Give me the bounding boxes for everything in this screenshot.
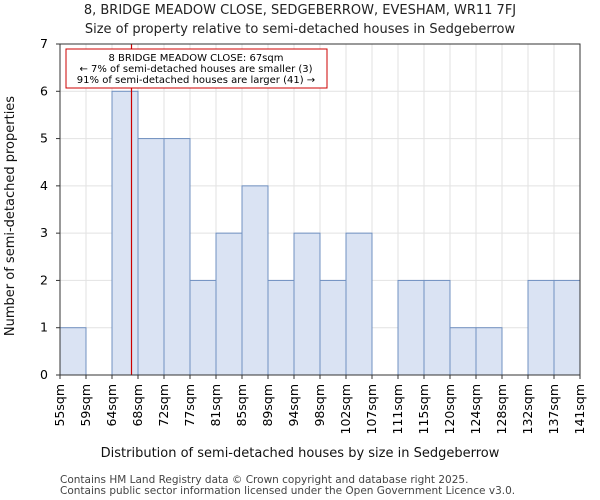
- footer-line-2: Contains public sector information licen…: [60, 485, 515, 497]
- bar-77sqm: [189, 279, 217, 376]
- x-tick-label-111sqm: 111sqm: [390, 384, 405, 434]
- x-tick-label-77sqm: 77sqm: [182, 384, 197, 427]
- chart-subtitle: Size of property relative to semi-detach…: [85, 22, 516, 37]
- y-tick-label-6: 6: [40, 83, 48, 98]
- bar-64sqm: [111, 90, 139, 376]
- x-tick-label-72sqm: 72sqm: [156, 384, 171, 427]
- y-tick-label-3: 3: [40, 225, 48, 240]
- y-tick-label-0: 0: [40, 367, 48, 382]
- x-ticks: 55sqm 59sqm 64sqm 68sqm 72sqm 77sqm 81sqm 85sqm…: [52, 375, 587, 434]
- bar-115sqm: [423, 279, 451, 376]
- x-tick-label-124sqm: 124sqm: [468, 384, 483, 434]
- x-tick-label-89sqm: 89sqm: [260, 384, 275, 427]
- x-tick-label-120sqm: 120sqm: [442, 384, 457, 434]
- x-tick-label-102sqm: 102sqm: [338, 384, 353, 434]
- x-tick-label-81sqm: 81sqm: [208, 384, 223, 427]
- x-tick-label-132sqm: 132sqm: [520, 384, 535, 434]
- x-tick-label-128sqm: 128sqm: [494, 384, 509, 434]
- y-tick-label-2: 2: [40, 272, 48, 287]
- bar-132sqm: [527, 279, 555, 376]
- x-tick-label-141sqm: 141sqm: [572, 384, 587, 434]
- x-tick-label-68sqm: 68sqm: [130, 384, 145, 427]
- x-tick-label-59sqm: 59sqm: [78, 384, 93, 427]
- y-tick-label-5: 5: [40, 131, 48, 146]
- annotation-line-3: 91% of semi-detached houses are larger (…: [77, 75, 315, 86]
- x-tick-label-115sqm: 115sqm: [416, 384, 431, 434]
- annotation-line-1: 8 BRIDGE MEADOW CLOSE: 67sqm: [109, 53, 284, 64]
- footer-line-1: Contains HM Land Registry data © Crown c…: [60, 474, 468, 486]
- annotation-box: [65, 48, 328, 89]
- bar-102sqm: [345, 232, 373, 376]
- bar-137sqm: [553, 279, 581, 376]
- bar-111sqm: [397, 279, 425, 376]
- y-ticks: 0 1 2 3 4 5 6 7: [40, 36, 60, 382]
- x-tick-label-107sqm: 107sqm: [364, 384, 379, 434]
- bar-98sqm: [319, 279, 347, 376]
- chart-title: 8, BRIDGE MEADOW CLOSE, SEDGEBERROW, EVE…: [84, 3, 516, 18]
- bar-68sqm: [137, 138, 165, 376]
- bar-89sqm: [267, 279, 295, 376]
- x-tick-label-98sqm: 98sqm: [312, 384, 327, 427]
- y-tick-label-4: 4: [40, 178, 48, 193]
- bar-120sqm: [449, 327, 477, 376]
- x-tick-label-64sqm: 64sqm: [104, 384, 119, 427]
- bar-55sqm: [59, 327, 87, 376]
- bar-94sqm: [293, 232, 321, 376]
- x-tick-label-85sqm: 85sqm: [234, 384, 249, 427]
- x-tick-label-94sqm: 94sqm: [286, 384, 301, 427]
- x-tick-label-137sqm: 137sqm: [546, 384, 561, 434]
- y-axis-label: Number of semi-detached properties: [3, 96, 18, 336]
- x-tick-label-55sqm: 55sqm: [52, 384, 67, 427]
- bar-81sqm: [215, 232, 243, 376]
- y-tick-label-1: 1: [40, 320, 48, 335]
- x-axis-label: Distribution of semi-detached houses by …: [101, 446, 500, 461]
- bar-124sqm: [475, 327, 503, 376]
- y-tick-label-7: 7: [40, 36, 48, 51]
- annotation-line-2: ← 7% of semi-detached houses are smaller…: [79, 64, 312, 75]
- bar-72sqm: [163, 138, 191, 376]
- bar-85sqm: [241, 185, 269, 376]
- annotation: 8 BRIDGE MEADOW CLOSE: 67sqm ← 7% of sem…: [65, 48, 328, 89]
